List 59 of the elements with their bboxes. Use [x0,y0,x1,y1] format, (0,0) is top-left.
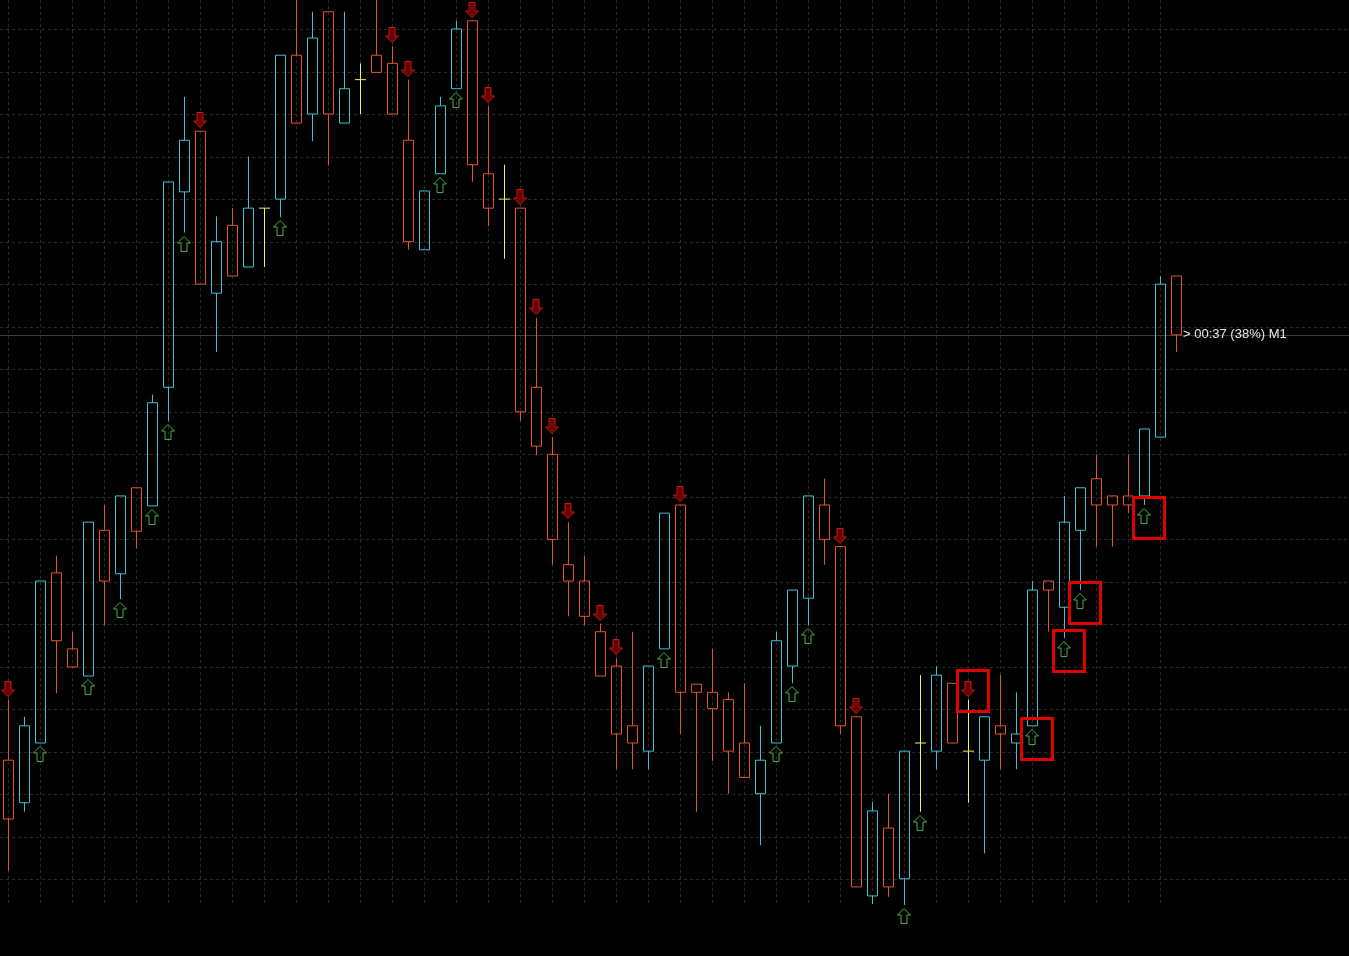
candlestick [307,11,318,142]
candlestick [67,631,78,668]
candlestick [611,657,622,770]
candlestick [723,691,734,795]
candlestick [258,207,271,268]
candlestick [931,665,942,770]
candlestick [675,504,686,735]
candlestick [339,11,350,124]
candlestick [323,11,334,167]
candlestick [563,521,574,617]
candlestick [291,0,302,124]
candlestick [707,648,718,762]
candlestick [643,665,654,770]
candlestick [403,79,414,251]
candlestick [627,631,638,770]
candlestick [531,317,542,456]
candlestick [19,716,30,813]
candlestick [691,683,702,813]
candlestick [1091,453,1102,548]
candlestick [803,495,814,626]
candlestick [227,207,238,277]
candlestick [515,207,526,422]
candlestick [354,62,367,115]
candlestick [179,96,190,234]
candlestick [1123,453,1134,514]
candlestick [498,164,511,260]
candlestick [51,555,62,694]
candlestick [1171,275,1182,353]
candlestick [883,793,894,898]
candlestick [914,674,927,813]
candlestick [371,0,382,73]
candlestick [1075,487,1086,591]
candlestick [115,495,126,600]
candlestick [547,436,558,566]
candlestick [1107,495,1118,548]
candlestick [163,181,174,422]
candlestick [835,546,846,735]
candlestick [819,478,830,566]
candlestick [275,54,286,218]
candlestick [979,716,990,854]
candlestick [387,45,398,115]
candlestick [99,504,110,626]
candlestick [962,699,975,804]
candlestick [787,589,798,684]
candlestick [1011,691,1022,770]
candlestick [755,725,766,846]
candlestick [131,487,142,549]
candlestick [3,699,14,872]
candlestick [1155,275,1166,438]
candlestick [467,20,478,183]
candlestick [211,215,222,353]
annotation: > 00:37 (38%) M1 [1183,326,1287,342]
candlestick [995,674,1006,770]
candlestick [243,156,254,268]
candlestick [899,750,910,905]
candlestick [483,105,494,227]
candlestick [739,682,750,778]
candlestick [579,555,590,626]
candlestick [1043,580,1054,633]
